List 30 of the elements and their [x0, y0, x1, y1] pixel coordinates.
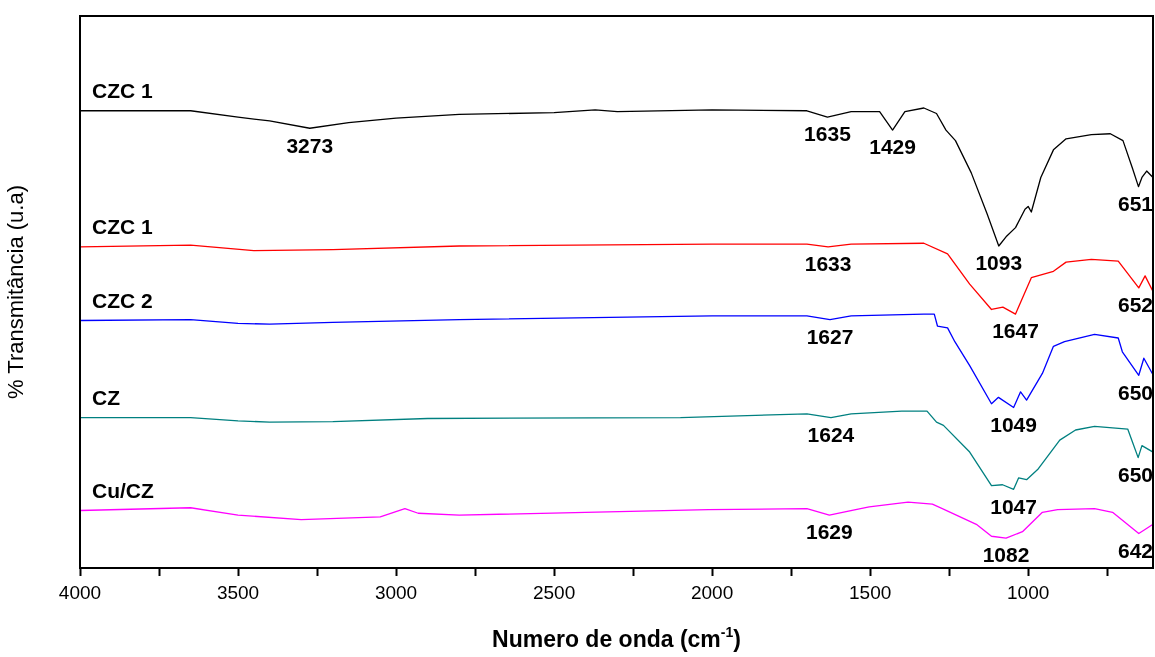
annotation: 1629	[806, 520, 853, 544]
annotation: 650	[1117, 380, 1154, 404]
annotation: 1093	[975, 251, 1023, 275]
x-tick-label: 1500	[848, 581, 892, 603]
x-tick-label: 2000	[690, 581, 734, 603]
x-tick-label: 3000	[374, 581, 418, 603]
annotation: 652	[1117, 293, 1154, 317]
series-label: CZC 1	[92, 215, 153, 239]
x-tick-label: 2500	[532, 581, 576, 603]
series-label: CZC 1	[92, 79, 153, 103]
annotation: 1633	[804, 252, 852, 276]
annotation: 650	[1117, 462, 1154, 486]
annotation: 1647	[992, 319, 1039, 343]
annotation: 1082	[982, 543, 1030, 567]
annotation: 1635	[804, 122, 852, 146]
annotation: 1047	[990, 494, 1037, 518]
annotation: 651	[1117, 191, 1154, 215]
annotation: 1624	[807, 422, 855, 446]
series-label: Cu/CZ	[92, 478, 154, 502]
annotation: 1627	[806, 324, 854, 348]
annotation: 3273	[286, 133, 334, 157]
annotation: 1429	[869, 135, 916, 159]
y-axis-title: % Transmitância (u.a)	[3, 185, 29, 399]
series-label: CZC 2	[92, 288, 153, 312]
x-tick-label: 3500	[216, 581, 260, 603]
series-label: CZ	[92, 385, 121, 409]
annotation: 642	[1117, 538, 1154, 562]
annotation: 1049	[990, 412, 1037, 436]
x-tick-label: 1000	[1007, 581, 1050, 603]
x-tick-label: 4000	[58, 581, 102, 603]
